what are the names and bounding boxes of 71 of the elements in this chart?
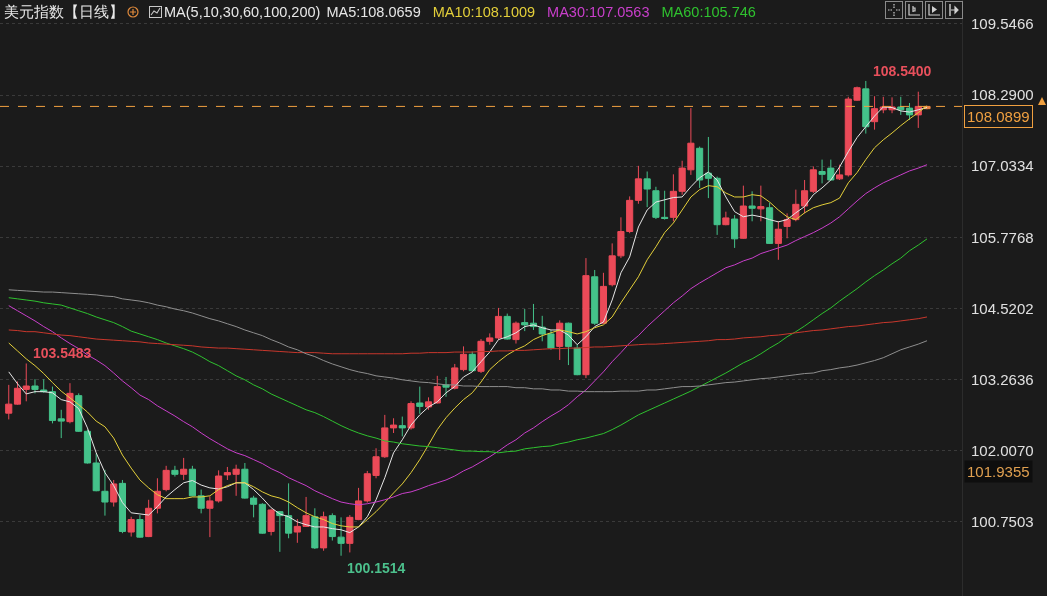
text: MA30:107.0563 <box>547 4 650 20</box>
candlestick <box>267 508 275 536</box>
y-tick-label: 105.7768 <box>971 228 1034 246</box>
candlestick <box>171 465 179 478</box>
candlestick <box>145 499 153 538</box>
y-tick-label: 102.0070 <box>971 441 1034 459</box>
annotation: 108.5400 <box>873 63 932 79</box>
candlestick <box>407 400 415 431</box>
candlestick <box>599 272 607 325</box>
candlestick <box>634 165 642 205</box>
line-series <box>8 289 928 393</box>
candlestick <box>696 146 704 189</box>
candlestick <box>5 384 13 420</box>
candlestick <box>433 375 441 405</box>
candlestick <box>101 469 109 517</box>
candlestick <box>110 479 118 508</box>
candlestick <box>57 409 65 439</box>
candlestick <box>503 313 511 341</box>
candlestick <box>643 171 651 208</box>
candlestick <box>836 164 844 181</box>
candlestick <box>48 386 57 424</box>
candlestick <box>582 257 590 379</box>
candlestick <box>442 376 450 398</box>
line-series <box>8 164 928 506</box>
candlestick <box>424 396 433 411</box>
candlestick <box>162 465 170 492</box>
candlestick <box>774 220 782 261</box>
annotation: 100.1514 <box>347 560 406 576</box>
candlestick <box>512 320 520 345</box>
y-tick-label: 109.5466 <box>971 15 1034 33</box>
text: MA60:105.746 <box>661 4 756 20</box>
candlestick <box>258 502 266 535</box>
line-series <box>8 238 928 454</box>
candlestick <box>757 185 765 222</box>
candlestick <box>494 307 503 341</box>
candlestick <box>547 329 555 351</box>
candlestick <box>285 482 293 539</box>
candlestick <box>118 479 126 534</box>
candlestick <box>731 214 739 249</box>
candlestick <box>722 211 730 226</box>
candlestick <box>398 416 406 437</box>
candlestick <box>862 80 870 135</box>
candlestick <box>521 308 529 332</box>
y-tick-label: 107.0334 <box>971 157 1034 175</box>
chart-title: 美元指数【日线】 <box>4 2 124 22</box>
text: MA10:108.1009 <box>432 4 536 20</box>
candlestick <box>66 382 74 424</box>
candlestick <box>136 514 144 539</box>
candlestick <box>416 386 424 415</box>
candlestick <box>766 202 774 245</box>
y-tick-label: 104.5202 <box>971 299 1034 317</box>
ref-line-label: 108.0899 <box>967 108 1030 125</box>
candlestick <box>897 96 905 116</box>
candlestick <box>748 190 756 222</box>
text: 101.9355 <box>967 463 1030 480</box>
candlestick <box>180 457 188 481</box>
candlestick <box>556 319 564 361</box>
candlestick <box>573 344 581 376</box>
candlestick <box>459 345 468 372</box>
y-tick-label: 108.2900 <box>971 86 1034 104</box>
candlestick <box>127 516 135 538</box>
candlestick <box>22 362 30 402</box>
legend-title: MA(5,10,30,60,100,200) <box>164 4 321 20</box>
text: MA5:108.0659 <box>326 4 421 20</box>
candlestick <box>311 507 319 550</box>
candlestick <box>739 185 747 240</box>
candlestick <box>809 165 817 194</box>
candlestick <box>13 380 22 406</box>
candlestick <box>591 269 599 326</box>
y-tick-label: 100.7503 <box>971 513 1034 531</box>
y-tick-label: 103.2636 <box>971 370 1034 388</box>
